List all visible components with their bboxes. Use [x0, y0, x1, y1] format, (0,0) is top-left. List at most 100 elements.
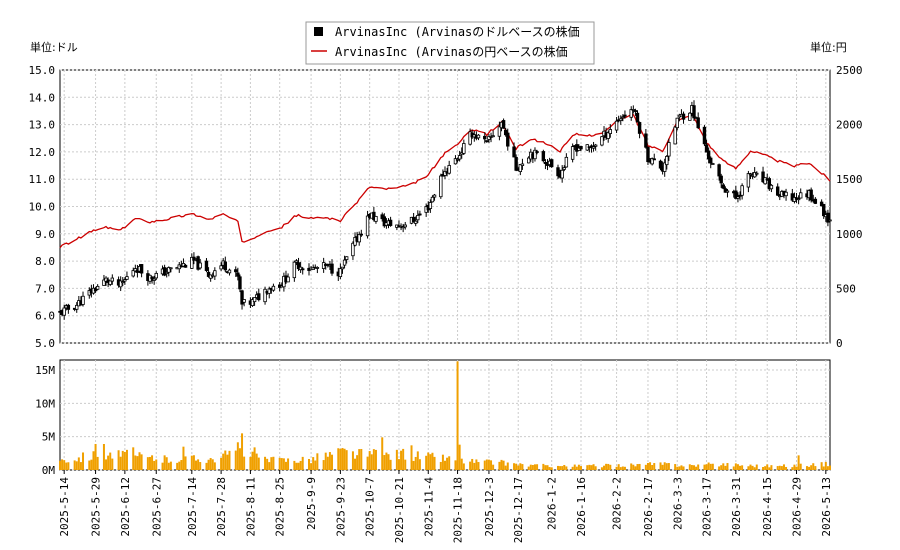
- candle-body: [809, 189, 813, 201]
- candle-body: [512, 146, 516, 158]
- candle-body: [663, 162, 667, 172]
- candle-body: [372, 211, 376, 221]
- candle-body: [271, 285, 276, 291]
- volume-bar: [722, 463, 725, 470]
- volume-bar: [695, 466, 698, 470]
- date-tick-label: 2025-12-17: [512, 477, 525, 543]
- volume-bar: [617, 464, 620, 470]
- volume-bar: [575, 466, 578, 470]
- candle-body: [403, 224, 407, 228]
- candle-body: [514, 156, 518, 171]
- candlesticks: [58, 100, 832, 320]
- volume-bar: [199, 462, 202, 470]
- volume-bar: [328, 452, 331, 470]
- yen-tick-label: 500: [836, 282, 856, 295]
- candle-body: [240, 290, 244, 305]
- volume-bar: [132, 447, 135, 470]
- volume-bar: [667, 463, 670, 470]
- volume-bar: [295, 462, 298, 470]
- candle-body: [432, 194, 437, 198]
- volume-bar: [603, 465, 606, 470]
- date-tick-label: 2025-6-12: [119, 477, 132, 537]
- volume-bar: [293, 460, 296, 470]
- volume-bar: [661, 464, 664, 470]
- volume-bar: [605, 463, 608, 470]
- volume-bar: [762, 467, 765, 470]
- candle-body: [227, 269, 232, 274]
- volume-bar: [400, 450, 403, 470]
- date-tick-label: 2025-9-9: [305, 477, 318, 530]
- candle-body: [102, 279, 106, 286]
- yen-axis-ticks: 0 500 1000 1500 2000 2500: [836, 64, 863, 350]
- candle-body: [652, 158, 656, 161]
- candle-body: [123, 279, 127, 282]
- volume-bar: [73, 460, 76, 470]
- volume-bar: [410, 445, 413, 470]
- price-tick-label: 12.0: [29, 146, 56, 159]
- volume-bar: [197, 459, 200, 470]
- date-tick-label: 2025-8-25: [274, 477, 287, 537]
- volume-bar: [226, 454, 229, 470]
- volume-bar: [270, 457, 273, 470]
- candle-body: [518, 164, 523, 173]
- candle-body: [692, 105, 696, 119]
- candle-body: [66, 304, 71, 310]
- volume-bar: [222, 453, 225, 470]
- volume-bar: [310, 463, 313, 470]
- candle-body: [234, 269, 238, 273]
- candle-body: [131, 270, 135, 277]
- volume-bar: [556, 465, 559, 470]
- volume-bar: [753, 467, 756, 470]
- candle-body: [658, 160, 663, 169]
- volume-bar: [389, 459, 392, 470]
- yen-tick-label: 2500: [836, 64, 863, 77]
- volume-bar: [167, 462, 170, 470]
- volume-bar: [331, 454, 334, 470]
- candle-body: [483, 135, 487, 140]
- volume-bar: [65, 462, 68, 470]
- candle-body: [570, 146, 575, 160]
- volume-bar: [146, 457, 149, 470]
- date-tick-label: 2025-11-18: [452, 477, 465, 543]
- volume-bar: [299, 460, 302, 470]
- candle-body: [775, 186, 780, 196]
- candle-body: [169, 267, 173, 270]
- volume-bar: [441, 454, 444, 470]
- volume-bar: [619, 467, 622, 470]
- volume-bar: [580, 466, 583, 470]
- candle-body: [755, 172, 759, 175]
- candle-body: [721, 184, 725, 189]
- volume-bar: [546, 465, 549, 470]
- candle-body: [462, 143, 466, 154]
- volume-bar: [487, 459, 490, 470]
- candle-body: [600, 136, 604, 146]
- candle-body: [359, 233, 364, 236]
- volume-bar: [272, 456, 275, 470]
- volume-bar: [63, 460, 66, 470]
- volume-bar: [676, 466, 679, 470]
- volume-bar: [536, 464, 539, 470]
- volume-bar: [372, 449, 375, 470]
- candle-body: [799, 192, 803, 199]
- yen-tick-label: 1000: [836, 228, 863, 241]
- volume-bar: [531, 464, 534, 470]
- volume-bar: [180, 459, 183, 470]
- candle-body: [219, 265, 223, 270]
- candle-body: [650, 158, 654, 165]
- volume-bar: [829, 465, 831, 470]
- candle-body: [819, 201, 824, 207]
- volume-bar: [163, 455, 166, 470]
- candle-body: [491, 135, 495, 138]
- date-tick-label: 2025-5-14: [58, 477, 71, 537]
- date-tick-label: 2025-10-21: [393, 477, 406, 543]
- volume-bar: [161, 462, 164, 470]
- candle-body: [198, 262, 202, 269]
- candle-body: [294, 260, 299, 263]
- candle-body: [556, 167, 560, 177]
- candle-body: [257, 293, 261, 301]
- candle-body: [340, 266, 345, 270]
- volume-bar: [533, 464, 536, 470]
- candle-body: [503, 129, 508, 136]
- volume-bar: [529, 464, 532, 470]
- volume-bar: [370, 454, 373, 470]
